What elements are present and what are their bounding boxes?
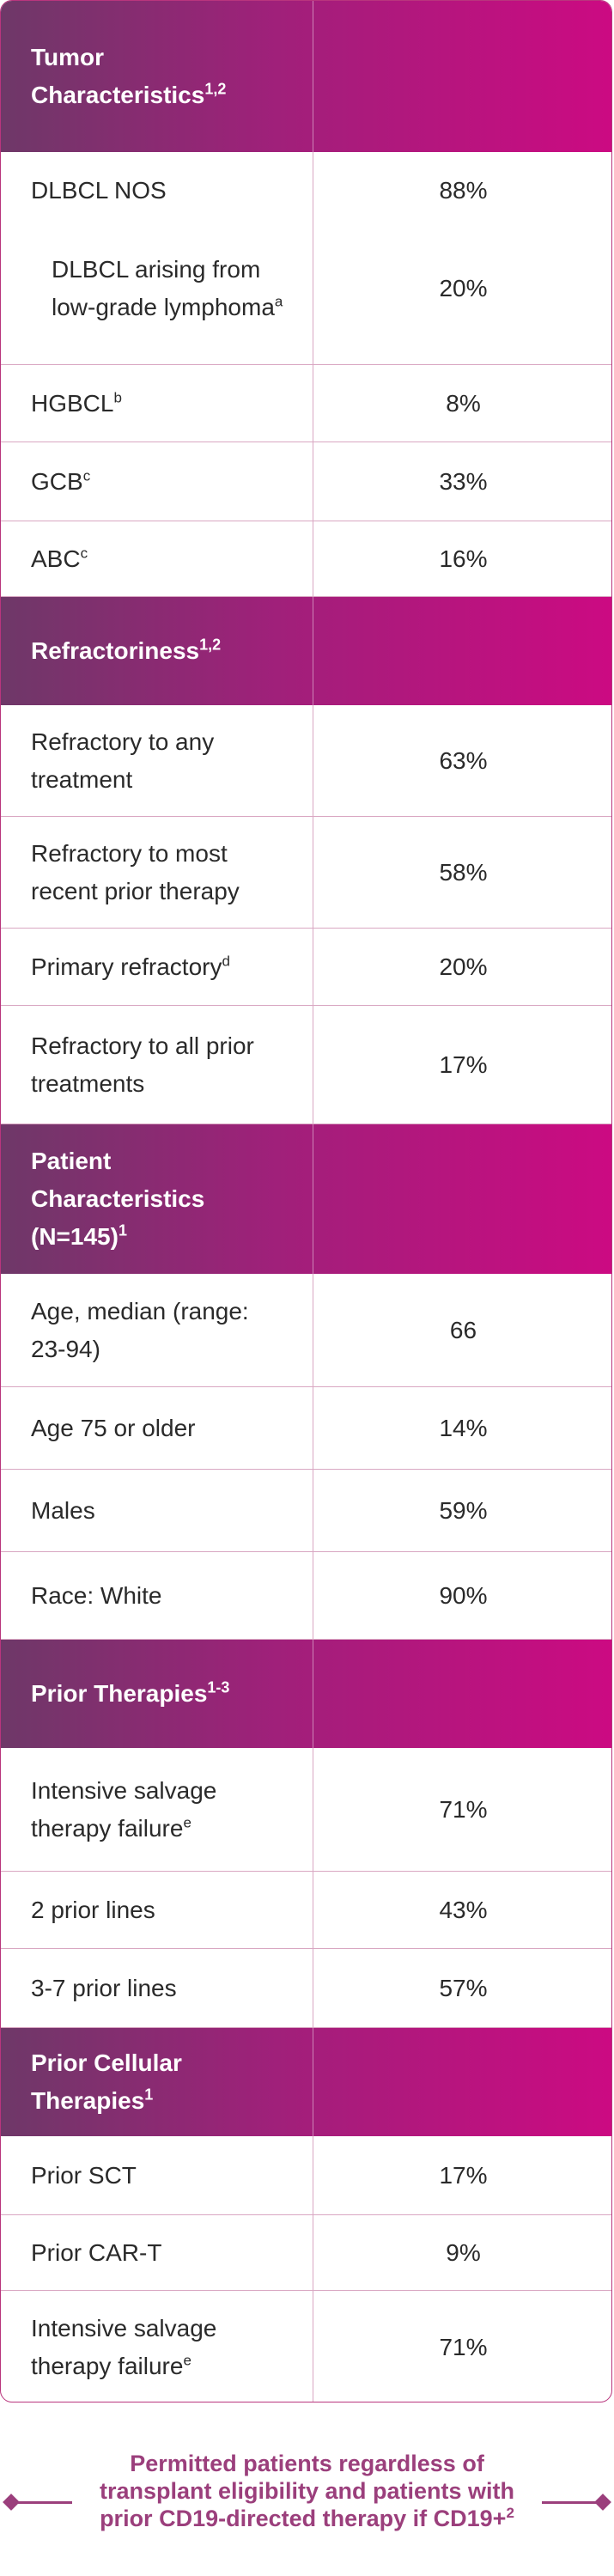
section-header-value-cell: [313, 1640, 611, 1748]
diamond-icon: [3, 2494, 20, 2511]
section-header-patient-characteristics: Patient Characteristics (N=145)1: [1, 1124, 611, 1274]
footnote-text-content: Permitted patients regardless of transpl…: [99, 2451, 515, 2531]
table-row: Refractory to most recent prior therapy …: [1, 817, 611, 929]
row-label-text: 2 prior lines: [31, 1896, 155, 1923]
divider-line-right: [542, 2501, 602, 2504]
row-label-text: Refractory to most recent prior therapy: [31, 839, 240, 904]
table-row: 3-7 prior lines 57%: [1, 1949, 611, 2028]
row-label-text: Males: [31, 1496, 95, 1524]
row-label-text: Prior CAR-T: [31, 2238, 162, 2266]
section-header-value-cell: [313, 1124, 611, 1274]
table-row: Refractory to any treatment 63%: [1, 705, 611, 817]
row-value: 63%: [439, 746, 488, 774]
row-label-text: ABC: [31, 545, 81, 572]
row-label-text: DLBCL NOS: [31, 177, 167, 204]
row-value: 17%: [439, 1050, 488, 1078]
row-value: 66: [449, 1316, 477, 1343]
section-header-value-cell: [313, 2028, 611, 2136]
section-header-prior-therapies: Prior Therapies1-3: [1, 1640, 611, 1748]
row-label-text: GCB: [31, 467, 83, 495]
row-value: 9%: [446, 2238, 481, 2266]
row-label-text: Refractory to any treatment: [31, 728, 215, 793]
row-label-text: 3-7 prior lines: [31, 1974, 177, 2001]
row-label-text: Intensive salvage therapy failure: [31, 2314, 217, 2379]
row-value: 17%: [439, 2161, 488, 2189]
section-title-text: Prior Therapies: [31, 1680, 208, 1707]
row-label-text: Refractory to all prior treatments: [31, 1032, 254, 1097]
row-value: 71%: [439, 2333, 488, 2360]
row-value: 88%: [439, 177, 488, 204]
table-row: Age, median (range: 23-94) 66: [1, 1274, 611, 1387]
section-title-text: Refractoriness: [31, 637, 200, 664]
row-label-cell: [1, 152, 313, 364]
section-title-sup: 1: [144, 2086, 154, 2104]
section-title-text: Patient Characteristics (N=145): [31, 1148, 205, 1250]
section-title-sup: 1,2: [199, 636, 222, 654]
table-row: GCBc 33%: [1, 442, 611, 521]
table-row: Race: White 90%: [1, 1552, 611, 1640]
section-header-refractoriness: Refractoriness1,2: [1, 597, 611, 705]
row-label-sup: c: [80, 545, 88, 562]
section-title-sup: 1,2: [204, 80, 227, 98]
footnote-sup: 2: [506, 2505, 514, 2521]
table-row: ABCc 16%: [1, 521, 611, 597]
row-value: 71%: [439, 1795, 488, 1823]
row-label-sup: d: [222, 953, 230, 970]
row-value: 20%: [439, 953, 488, 980]
row-label-text: Intensive salvage therapy failure: [31, 1776, 217, 1842]
table-row: Males 59%: [1, 1470, 611, 1552]
footnote-text: Permitted patients regardless of transpl…: [79, 2450, 535, 2532]
section-header-value-cell: [313, 1, 611, 152]
section-header-prior-cellular-therapies: Prior Cellular Therapies1: [1, 2028, 611, 2136]
section-header-tumor-characteristics: Tumor Characteristics1,2: [1, 1, 611, 152]
row-value: 43%: [439, 1896, 488, 1923]
row-label-text: Prior SCT: [31, 2161, 137, 2189]
row-value: 8%: [446, 389, 481, 417]
row-label: DLBCL NOS: [1, 164, 313, 217]
row-label-sup: e: [183, 2352, 191, 2369]
row-value: 20%: [439, 275, 488, 301]
row-label-sup: c: [82, 467, 91, 484]
section-title-sup: 1-3: [207, 1678, 230, 1696]
row-value: 57%: [439, 1974, 488, 2001]
eligibility-footnote: Permitted patients regardless of transpl…: [0, 2439, 614, 2568]
section-title-text: Tumor Characteristics: [31, 44, 205, 108]
row-value: 90%: [439, 1581, 488, 1609]
section-header-value-cell: [313, 597, 611, 705]
section-title: Tumor Characteristics1,2: [31, 39, 289, 114]
row-value: 58%: [439, 858, 488, 886]
diamond-icon: [594, 2494, 611, 2511]
divider-line-left: [12, 2501, 72, 2504]
row-label-sup: e: [183, 1814, 191, 1831]
table-row: Age 75 or older 14%: [1, 1387, 611, 1470]
row-label-indented: DLBCL arising from low-grade lymphomaa: [1, 224, 313, 353]
row-value: 59%: [439, 1496, 488, 1524]
section-title-text: Prior Cellular Therapies: [31, 2049, 182, 2114]
table-row: Prior SCT 17%: [1, 2136, 611, 2215]
table-row: Refractory to all prior treatments 17%: [1, 1006, 611, 1124]
row-label-text: Race: White: [31, 1581, 162, 1609]
table-row-dlbcl-group: DLBCL NOS 88% DLBCL arising from low-gra…: [1, 152, 611, 365]
row-label-text: Primary refractory: [31, 953, 222, 980]
row-label-text: HGBCL: [31, 389, 114, 417]
row-label-sup: b: [113, 389, 122, 406]
table-row: Intensive salvage therapy failuree 71%: [1, 2291, 611, 2402]
table-row: Intensive salvage therapy failuree 71%: [1, 1748, 611, 1872]
row-value: 14%: [439, 1414, 488, 1441]
table-row: 2 prior lines 43%: [1, 1872, 611, 1949]
row-label-sup: a: [274, 293, 283, 310]
row-label-text: Age 75 or older: [31, 1414, 196, 1441]
table-row: Prior CAR-T 9%: [1, 2215, 611, 2291]
row-label-text: Age, median (range: 23-94): [31, 1297, 249, 1362]
row-value: 16%: [439, 545, 488, 572]
table-row: HGBCLb 8%: [1, 365, 611, 442]
section-title-sup: 1: [118, 1221, 127, 1239]
row-label-text: DLBCL arising from low-grade lymphoma: [52, 256, 275, 320]
baseline-characteristics-table: Tumor Characteristics1,2 DLBCL NOS 88% D…: [0, 0, 612, 2402]
table-row: Primary refractoryd 20%: [1, 929, 611, 1006]
row-value: 33%: [439, 467, 488, 495]
